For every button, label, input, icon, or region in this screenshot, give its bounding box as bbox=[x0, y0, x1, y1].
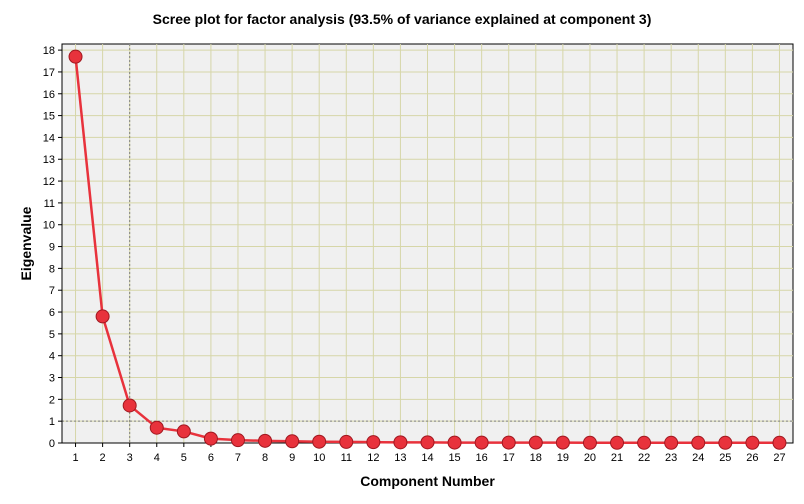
y-tick-label: 13 bbox=[43, 154, 55, 166]
data-point bbox=[610, 435, 625, 450]
data-point bbox=[555, 435, 570, 450]
data-point bbox=[393, 435, 408, 450]
data-point bbox=[637, 435, 652, 450]
data-point bbox=[420, 435, 435, 450]
x-tick-label: 22 bbox=[638, 452, 650, 464]
x-tick-label: 23 bbox=[665, 452, 677, 464]
data-point bbox=[718, 435, 733, 450]
y-tick-label: 6 bbox=[49, 307, 55, 319]
x-tick-label: 11 bbox=[341, 452, 352, 464]
y-tick-label: 0 bbox=[49, 438, 55, 450]
x-tick-label: 27 bbox=[773, 452, 785, 464]
data-point bbox=[664, 435, 679, 450]
x-tick-label: 26 bbox=[746, 452, 758, 464]
x-tick-label: 1 bbox=[72, 452, 78, 464]
y-tick-label: 7 bbox=[49, 285, 55, 297]
data-point bbox=[258, 433, 273, 448]
data-point bbox=[95, 309, 110, 324]
y-tick-label: 4 bbox=[49, 351, 55, 363]
y-tick-label: 18 bbox=[43, 45, 55, 57]
y-axis-label: Eigenvalue bbox=[18, 206, 34, 280]
series-eigenvalue bbox=[68, 49, 787, 450]
y-tick-label: 12 bbox=[43, 176, 55, 188]
x-tick-label: 13 bbox=[394, 452, 406, 464]
data-point bbox=[528, 435, 543, 450]
x-axis-label: Component Number bbox=[360, 473, 495, 489]
x-tick-label: 5 bbox=[181, 452, 187, 464]
data-point bbox=[312, 434, 327, 449]
x-tick-label: 16 bbox=[476, 452, 488, 464]
data-point bbox=[149, 420, 164, 435]
x-tick-label: 20 bbox=[584, 452, 596, 464]
data-point bbox=[691, 435, 706, 450]
data-point bbox=[366, 435, 381, 450]
data-point bbox=[339, 434, 354, 449]
y-tick-label: 10 bbox=[43, 220, 55, 232]
data-point bbox=[501, 435, 516, 450]
x-tick-label: 2 bbox=[100, 452, 106, 464]
reference-lines bbox=[62, 44, 793, 443]
y-tick-label: 14 bbox=[43, 132, 55, 144]
x-tick-label: 15 bbox=[448, 452, 460, 464]
data-point bbox=[230, 433, 245, 448]
data-point bbox=[285, 434, 300, 449]
data-point bbox=[122, 398, 137, 413]
data-point bbox=[203, 431, 218, 446]
data-point bbox=[447, 435, 462, 450]
x-tick-label: 17 bbox=[503, 452, 515, 464]
y-tick-label: 11 bbox=[44, 198, 55, 210]
x-tick-label: 12 bbox=[367, 452, 379, 464]
grid-lines bbox=[62, 44, 793, 444]
data-point bbox=[68, 49, 83, 64]
y-tick-label: 8 bbox=[49, 263, 55, 275]
data-point bbox=[772, 435, 787, 450]
y-tick-label: 17 bbox=[43, 67, 55, 79]
data-point bbox=[474, 435, 489, 450]
data-point bbox=[582, 435, 597, 450]
x-tick-label: 9 bbox=[289, 452, 295, 464]
x-tick-label: 6 bbox=[208, 452, 214, 464]
y-tick-label: 2 bbox=[49, 394, 55, 406]
y-tick-label: 5 bbox=[49, 329, 55, 341]
x-tick-label: 3 bbox=[127, 452, 133, 464]
x-tick-label: 8 bbox=[262, 452, 268, 464]
y-tick-label: 16 bbox=[43, 89, 55, 101]
x-tick-label: 4 bbox=[154, 452, 160, 464]
x-tick-label: 25 bbox=[719, 452, 731, 464]
x-tick-label: 19 bbox=[557, 452, 569, 464]
x-tick-label: 7 bbox=[235, 452, 241, 464]
y-tick-label: 1 bbox=[49, 416, 55, 428]
chart-title: Scree plot for factor analysis (93.5% of… bbox=[153, 11, 652, 27]
x-tick-label: 18 bbox=[530, 452, 542, 464]
y-tick-label: 15 bbox=[43, 111, 55, 123]
data-point bbox=[176, 424, 191, 439]
data-point bbox=[745, 435, 760, 450]
x-tick-label: 14 bbox=[421, 452, 433, 464]
x-tick-label: 24 bbox=[692, 452, 704, 464]
x-tick-label: 21 bbox=[611, 452, 623, 464]
x-tick-label: 10 bbox=[313, 452, 325, 464]
y-tick-label: 9 bbox=[49, 242, 55, 254]
y-tick-label: 3 bbox=[49, 373, 55, 385]
